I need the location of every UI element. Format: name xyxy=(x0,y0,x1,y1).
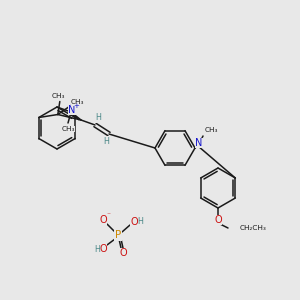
Text: H: H xyxy=(95,113,101,122)
Text: O: O xyxy=(130,217,138,227)
Text: N: N xyxy=(195,138,203,148)
Text: O: O xyxy=(99,244,107,254)
Text: H: H xyxy=(137,218,143,226)
Text: CH₂CH₃: CH₂CH₃ xyxy=(240,225,267,231)
Text: CH₃: CH₃ xyxy=(52,92,66,98)
Text: N: N xyxy=(68,105,76,115)
Text: CH₃: CH₃ xyxy=(71,100,85,106)
Text: O: O xyxy=(119,248,127,258)
Text: P: P xyxy=(115,230,121,240)
Text: ⁻: ⁻ xyxy=(106,211,110,220)
Text: O: O xyxy=(99,215,107,225)
Text: CH₃: CH₃ xyxy=(61,126,75,132)
Text: H: H xyxy=(103,136,109,146)
Text: O: O xyxy=(214,215,222,225)
Text: +: + xyxy=(74,103,80,109)
Text: CH₃: CH₃ xyxy=(205,127,218,133)
Text: H: H xyxy=(94,244,100,253)
